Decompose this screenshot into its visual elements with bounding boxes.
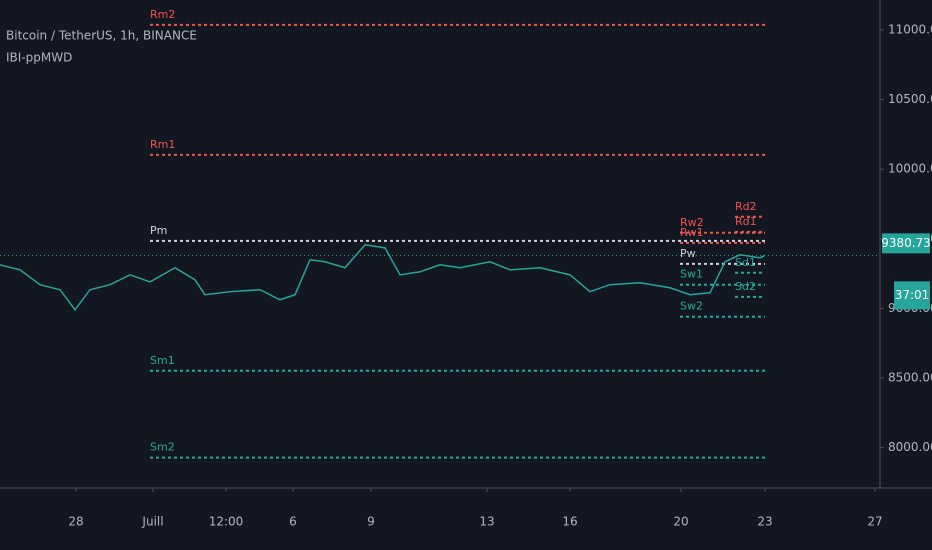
y-tick-label: 10000.00 [888,162,932,176]
x-tick-label: 23 [757,515,772,529]
x-tick-label: 16 [562,515,577,529]
x-tick-label: 27 [867,515,882,529]
y-tick-label: 10500.00 [888,92,932,106]
pivot-label: Sm1 [150,354,175,367]
pivot-label: Rw2 [680,216,704,229]
x-tick-label: 20 [673,515,688,529]
pivot-label: Sd2 [735,280,756,293]
pivot-label: Sd1 [735,256,756,269]
indicator-name: IBI-ppMWD [6,51,72,65]
chart-title: Bitcoin / TetherUS, 1h, BINANCE [6,29,197,43]
last-price-label: 9380.73 [881,236,931,250]
x-tick-label: 6 [289,515,297,529]
y-tick-label: 11000.00 [888,22,932,36]
pivot-label: Pw [680,247,696,260]
x-tick-label: 12:00 [209,515,244,529]
countdown-box [894,281,930,310]
pivot-label: Rm1 [150,138,175,151]
y-tick-label: 8000.00 [888,440,932,454]
pivot-label: Sm2 [150,441,175,454]
pivot-label: Pm [150,224,167,237]
y-tick-label: 8500.00 [888,371,932,385]
x-tick-label: Juill [141,515,163,529]
countdown-label: 37:01 [895,288,930,302]
price-line [0,243,766,312]
pivot-label: Rd2 [735,200,757,213]
pivot-label: Rd1 [735,215,757,228]
pivot-label: Sw1 [680,268,703,281]
x-tick-label: 28 [68,515,83,529]
pivot-label: Rw1 [680,226,704,239]
last-price-box [882,233,930,254]
pivot-label: Sw2 [680,300,703,313]
pivot-label: Rm2 [150,8,175,21]
x-tick-label: 9 [367,515,375,529]
x-tick-label: 13 [479,515,494,529]
